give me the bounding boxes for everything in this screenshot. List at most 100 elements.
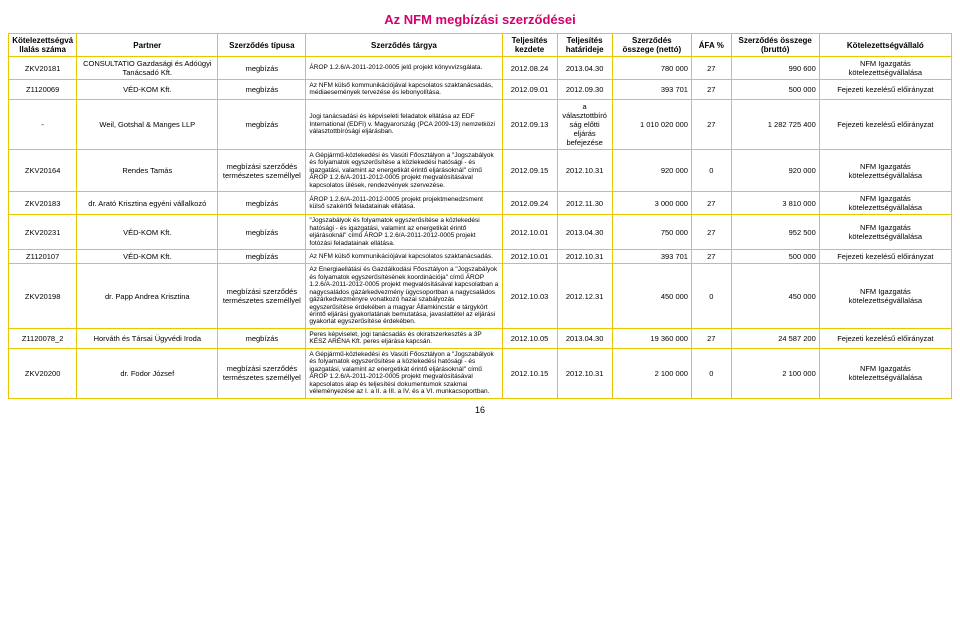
cell-c4: Az NFM külső kommunikációjával kapcsolat…: [306, 80, 502, 100]
cell-c4: A Gépjármű-közlekedési és Vasúti Főosztá…: [306, 348, 502, 398]
cell-c1: ZKV20181: [9, 57, 77, 80]
col-header: Kötelezettségvállaló: [819, 34, 951, 57]
table-row: Z1120107VÉD-KOM Kft.megbízásAz NFM külső…: [9, 250, 952, 264]
cell-c3: megbízás: [218, 57, 306, 80]
table-row: ZKV20164Rendes Tamásmegbízási szerződés …: [9, 149, 952, 191]
cell-c5: 2012.09.01: [502, 80, 557, 100]
cell-c5: 2012.10.01: [502, 250, 557, 264]
cell-c10: NFM Igazgatás kötelezettségvállalása: [819, 264, 951, 329]
cell-c3: megbízási szerződés természetes személly…: [218, 348, 306, 398]
cell-c10: NFM Igazgatás kötelezettségvállalása: [819, 57, 951, 80]
cell-c7: 1 010 020 000: [612, 99, 691, 149]
cell-c8: 27: [691, 192, 731, 215]
cell-c6: 2012.10.31: [557, 149, 612, 191]
cell-c6: a választottbíróság előtti eljárás befej…: [557, 99, 612, 149]
cell-c10: NFM Igazgatás kötelezettségvállalása: [819, 348, 951, 398]
cell-c10: Fejezeti kezelésű előirányzat: [819, 80, 951, 100]
cell-c5: 2012.08.24: [502, 57, 557, 80]
cell-c4: ÁROP 1.2.6/A-2011-2012-0005 jelű projekt…: [306, 57, 502, 80]
cell-c8: 27: [691, 328, 731, 348]
cell-c7: 3 000 000: [612, 192, 691, 215]
page-number: 16: [8, 405, 952, 415]
cell-c6: 2012.10.31: [557, 348, 612, 398]
cell-c9: 2 100 000: [731, 348, 819, 398]
cell-c2: dr. Fodor József: [77, 348, 218, 398]
cell-c10: NFM Igazgatás kötelezettségvállalása: [819, 149, 951, 191]
cell-c6: 2013.04.30: [557, 57, 612, 80]
cell-c2: dr. Arató Krisztina egyéni vállalkozó: [77, 192, 218, 215]
cell-c9: 990 600: [731, 57, 819, 80]
cell-c6: 2012.09.30: [557, 80, 612, 100]
cell-c1: ZKV20183: [9, 192, 77, 215]
cell-c5: 2012.10.01: [502, 215, 557, 250]
cell-c8: 27: [691, 215, 731, 250]
col-header: Kötelezettségvállalás száma: [9, 34, 77, 57]
col-header: Szerződés összege (nettó): [612, 34, 691, 57]
cell-c3: megbízás: [218, 80, 306, 100]
table-row: Z1120069VÉD-KOM Kft.megbízásAz NFM külső…: [9, 80, 952, 100]
cell-c7: 19 360 000: [612, 328, 691, 348]
cell-c7: 450 000: [612, 264, 691, 329]
cell-c6: 2013.04.30: [557, 215, 612, 250]
cell-c8: 27: [691, 99, 731, 149]
cell-c2: CONSULTATIO Gazdasági és Adóügyi Tanácsa…: [77, 57, 218, 80]
cell-c3: megbízás: [218, 250, 306, 264]
cell-c2: dr. Papp Andrea Krisztina: [77, 264, 218, 329]
cell-c10: Fejezeti kezelésű előirányzat: [819, 250, 951, 264]
cell-c5: 2012.10.05: [502, 328, 557, 348]
cell-c2: VÉD-KOM Kft.: [77, 215, 218, 250]
cell-c1: Z1120078_2: [9, 328, 77, 348]
col-header: Teljesítés kezdete: [502, 34, 557, 57]
cell-c7: 780 000: [612, 57, 691, 80]
cell-c5: 2012.10.03: [502, 264, 557, 329]
col-header: Teljesítés határideje: [557, 34, 612, 57]
cell-c10: Fejezeti kezelésű előirányzat: [819, 328, 951, 348]
cell-c9: 1 282 725 400: [731, 99, 819, 149]
table-row: ZKV20200dr. Fodor Józsefmegbízási szerző…: [9, 348, 952, 398]
cell-c4: A Gépjármű-közlekedési és Vasúti Főosztá…: [306, 149, 502, 191]
table-row: ZKV20198dr. Papp Andrea Krisztinamegbízá…: [9, 264, 952, 329]
cell-c4: Az Energiaellátási és Gazdálkodási Főosz…: [306, 264, 502, 329]
cell-c3: megbízás: [218, 192, 306, 215]
cell-c5: 2012.09.13: [502, 99, 557, 149]
cell-c9: 500 000: [731, 250, 819, 264]
col-header: Szerződés típusa: [218, 34, 306, 57]
table-row: ZKV20183dr. Arató Krisztina egyéni válla…: [9, 192, 952, 215]
cell-c6: 2012.10.31: [557, 250, 612, 264]
cell-c8: 0: [691, 348, 731, 398]
cell-c9: 450 000: [731, 264, 819, 329]
table-row: -Weil, Gotshal & Manges LLPmegbízásJogi …: [9, 99, 952, 149]
cell-c3: megbízás: [218, 328, 306, 348]
cell-c4: Az NFM külső kommunikációjával kapcsolat…: [306, 250, 502, 264]
cell-c1: ZKV20198: [9, 264, 77, 329]
table-row: Z1120078_2Horváth és Társai Ügyvédi Irod…: [9, 328, 952, 348]
cell-c8: 27: [691, 57, 731, 80]
cell-c9: 952 500: [731, 215, 819, 250]
cell-c7: 393 701: [612, 250, 691, 264]
cell-c10: Fejezeti kezelésű előirányzat: [819, 99, 951, 149]
table-row: ZKV20231VÉD-KOM Kft.megbízás"Jogszabályo…: [9, 215, 952, 250]
cell-c8: 27: [691, 80, 731, 100]
cell-c1: Z1120107: [9, 250, 77, 264]
cell-c9: 920 000: [731, 149, 819, 191]
cell-c7: 393 701: [612, 80, 691, 100]
cell-c1: Z1120069: [9, 80, 77, 100]
cell-c3: megbízási szerződés természetes személly…: [218, 264, 306, 329]
cell-c9: 3 810 000: [731, 192, 819, 215]
contracts-table: Kötelezettségvállalás száma Partner Szer…: [8, 33, 952, 399]
cell-c1: ZKV20231: [9, 215, 77, 250]
table-header-row: Kötelezettségvállalás száma Partner Szer…: [9, 34, 952, 57]
cell-c4: Peres képviselet, jogi tanácsadás és oki…: [306, 328, 502, 348]
col-header: Szerződés tárgya: [306, 34, 502, 57]
cell-c7: 920 000: [612, 149, 691, 191]
cell-c1: ZKV20200: [9, 348, 77, 398]
cell-c1: ZKV20164: [9, 149, 77, 191]
cell-c2: Weil, Gotshal & Manges LLP: [77, 99, 218, 149]
cell-c9: 500 000: [731, 80, 819, 100]
table-row: ZKV20181CONSULTATIO Gazdasági és Adóügyi…: [9, 57, 952, 80]
cell-c2: VÉD-KOM Kft.: [77, 80, 218, 100]
col-header: Partner: [77, 34, 218, 57]
col-header: Szerződés összege (bruttó): [731, 34, 819, 57]
page-title: Az NFM megbízási szerződései: [8, 8, 952, 33]
cell-c5: 2012.09.24: [502, 192, 557, 215]
